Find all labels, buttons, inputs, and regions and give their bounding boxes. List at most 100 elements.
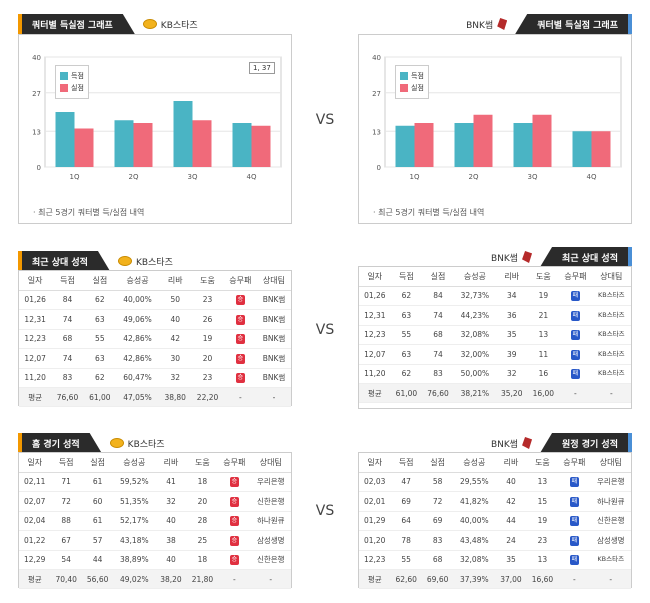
table-row: 11,20 83 62 60,47% 32 23 승 BNK썸 bbox=[19, 368, 291, 388]
column-header: 승성공 bbox=[453, 267, 496, 287]
table-row: 02,01 69 72 41,82% 42 15 패 하나원큐 bbox=[359, 491, 631, 512]
win-badge: 승 bbox=[229, 555, 239, 566]
column-header: 도움 bbox=[186, 453, 219, 473]
loss-badge: 패 bbox=[570, 291, 580, 302]
left-chart-note: · 최근 5경기 쿼터별 득/실점 내역 bbox=[33, 208, 145, 217]
x-tick-label: 3Q bbox=[528, 173, 538, 181]
column-header: 상대팀 bbox=[590, 453, 631, 473]
chart-tooltip: 1, 37 bbox=[249, 62, 275, 74]
y-tick-label: 40 bbox=[372, 54, 381, 62]
column-header: 승무패 bbox=[559, 267, 592, 287]
kb-logo-icon bbox=[109, 438, 124, 448]
y-tick-label: 0 bbox=[377, 164, 381, 172]
right-away-header: BNK썸 원정 경기 성적 bbox=[483, 433, 632, 453]
column-header: 리바 bbox=[495, 453, 527, 473]
table-row: 12,31 74 63 49,06% 40 26 승 BNK썸 bbox=[19, 309, 291, 330]
score-bar bbox=[232, 123, 252, 167]
column-header: 득점 bbox=[390, 267, 423, 287]
win-badge: 승 bbox=[229, 477, 239, 488]
lost-bar bbox=[133, 123, 153, 167]
loss-badge: 패 bbox=[569, 555, 579, 566]
bnk-logo-icon bbox=[522, 251, 533, 263]
column-header: 리바 bbox=[159, 271, 192, 291]
column-header: 승무패 bbox=[218, 453, 251, 473]
average-row: 평균 61,00 76,60 38,21% 35,20 16,00- - bbox=[359, 383, 631, 403]
column-header: 실점 bbox=[422, 267, 454, 287]
score-bar bbox=[55, 112, 75, 167]
column-header: 승성공 bbox=[115, 271, 160, 291]
x-tick-label: 1Q bbox=[410, 173, 420, 181]
table-row: 12,23 68 55 42,86% 42 19 승 BNK썸 bbox=[19, 329, 291, 349]
x-tick-label: 3Q bbox=[188, 173, 198, 181]
loss-badge: 패 bbox=[569, 477, 579, 488]
column-header: 득점 bbox=[390, 453, 422, 473]
right-chart-panel: 0 13 27 40 1Q 2Q 3Q 4Q 득점 실점 · 최근 5경기 쿼터별 득/실점 … bbox=[358, 34, 632, 224]
win-badge: 승 bbox=[235, 314, 245, 325]
table-row: 01,26 62 84 32,73% 34 19 패 KB스타즈 bbox=[359, 286, 631, 306]
lost-bar bbox=[74, 128, 94, 167]
column-header: 승성공 bbox=[113, 453, 156, 473]
table-row: 12,07 63 74 32,00% 39 11 패 KB스타즈 bbox=[359, 344, 631, 365]
left-quarter-title: 쿼터별 득실점 그래프 bbox=[18, 14, 135, 34]
win-badge: 승 bbox=[235, 373, 245, 384]
lost-bar bbox=[251, 125, 271, 167]
column-header: 상대팀 bbox=[591, 267, 631, 287]
table-row: 11,20 62 83 50,00% 32 16 패 KB스타즈 bbox=[359, 364, 631, 384]
column-header: 일자 bbox=[359, 267, 391, 287]
column-header: 일자 bbox=[19, 453, 51, 473]
y-tick-label: 27 bbox=[32, 90, 41, 98]
right-quarter-title: 쿼터별 득실점 그래프 bbox=[515, 14, 632, 34]
loss-badge: 패 bbox=[569, 496, 579, 507]
left-recent-header: 최근 상대 성적 KB스타즈 bbox=[18, 251, 181, 271]
loss-badge: 패 bbox=[569, 516, 579, 527]
x-tick-label: 2Q bbox=[129, 173, 139, 181]
table-row: 12,23 55 68 32,08% 35 13 패 KB스타즈 bbox=[359, 325, 631, 345]
right-away-table: 일자 득점 실점 승성공 리바 도움 승무패 상대팀 02,03 47 58 29,55% 40 13 패 우… bbox=[358, 452, 632, 589]
average-row: 평균 70,40 56,60 49,02% 38,20 21,80- - bbox=[19, 569, 291, 589]
x-tick-label: 4Q bbox=[247, 173, 257, 181]
win-badge: 승 bbox=[229, 516, 239, 527]
lost-bar bbox=[532, 114, 552, 167]
lost-bar bbox=[414, 123, 434, 167]
x-tick-label: 2Q bbox=[469, 173, 479, 181]
kb-logo-icon bbox=[117, 256, 132, 266]
table-row: 12,23 55 68 32,08% 35 13 패 KB스타즈 bbox=[359, 550, 631, 570]
win-badge: 승 bbox=[235, 353, 245, 364]
right-recent-header: BNK썸 최근 상대 성적 bbox=[483, 247, 632, 267]
column-header: 도움 bbox=[526, 453, 559, 473]
column-header: 실점 bbox=[83, 271, 116, 291]
left-chart-panel: 0 13 27 40 1Q 2Q 3Q 4Q 득점 실점 1, 37 · 최근 5경기 쿼터별… bbox=[18, 34, 292, 224]
score-bar bbox=[572, 131, 592, 167]
score-bar bbox=[395, 125, 415, 167]
table-row: 01,29 64 69 40,00% 44 19 패 신한은행 bbox=[359, 511, 631, 531]
left-recent-table: 일자 득점 실점 승성공 리바 도움 승무패 상대팀 01,26 84 62 40,00% 50 23 승 B… bbox=[18, 270, 292, 407]
average-row: 평균 76,60 61,00 47,05% 38,80 22,20- - bbox=[19, 387, 291, 407]
table-row: 01,22 67 57 43,18% 38 25 승 삼성생명 bbox=[19, 530, 291, 551]
left-home-header: 홈 경기 성적 KB스타즈 bbox=[18, 433, 173, 453]
win-badge: 승 bbox=[235, 334, 245, 345]
column-header: 득점 bbox=[50, 453, 82, 473]
loss-badge: 패 bbox=[570, 310, 580, 321]
lost-bar bbox=[591, 131, 611, 167]
column-header: 승무패 bbox=[558, 453, 591, 473]
right-team-name: BNK썸 bbox=[466, 20, 494, 31]
loss-badge: 패 bbox=[570, 349, 580, 360]
column-header: 일자 bbox=[359, 453, 391, 473]
left-quarter-chart: 0 13 27 40 1Q 2Q 3Q 4Q bbox=[32, 54, 282, 181]
y-tick-label: 13 bbox=[372, 128, 381, 136]
win-badge: 승 bbox=[229, 535, 239, 546]
right-quarter-chart: 0 13 27 40 1Q 2Q 3Q 4Q bbox=[372, 54, 622, 181]
table-row: 12,29 54 44 38,89% 40 18 승 신한은행 bbox=[19, 550, 291, 570]
vs-label-2: VS bbox=[315, 322, 335, 338]
loss-badge: 패 bbox=[570, 369, 580, 380]
right-recent-title: 최근 상대 성적 bbox=[540, 247, 632, 267]
x-tick-label: 4Q bbox=[587, 173, 597, 181]
vs-label-1: VS bbox=[315, 112, 335, 128]
column-header: 리바 bbox=[495, 267, 528, 287]
lost-swatch bbox=[60, 84, 68, 92]
win-badge: 승 bbox=[229, 496, 239, 507]
left-legend: 득점 실점 bbox=[55, 65, 89, 99]
column-header: 일자 bbox=[19, 271, 52, 291]
left-quarter-header: 쿼터별 득실점 그래프 KB스타즈 bbox=[18, 14, 206, 34]
column-header: 승무패 bbox=[223, 271, 257, 291]
